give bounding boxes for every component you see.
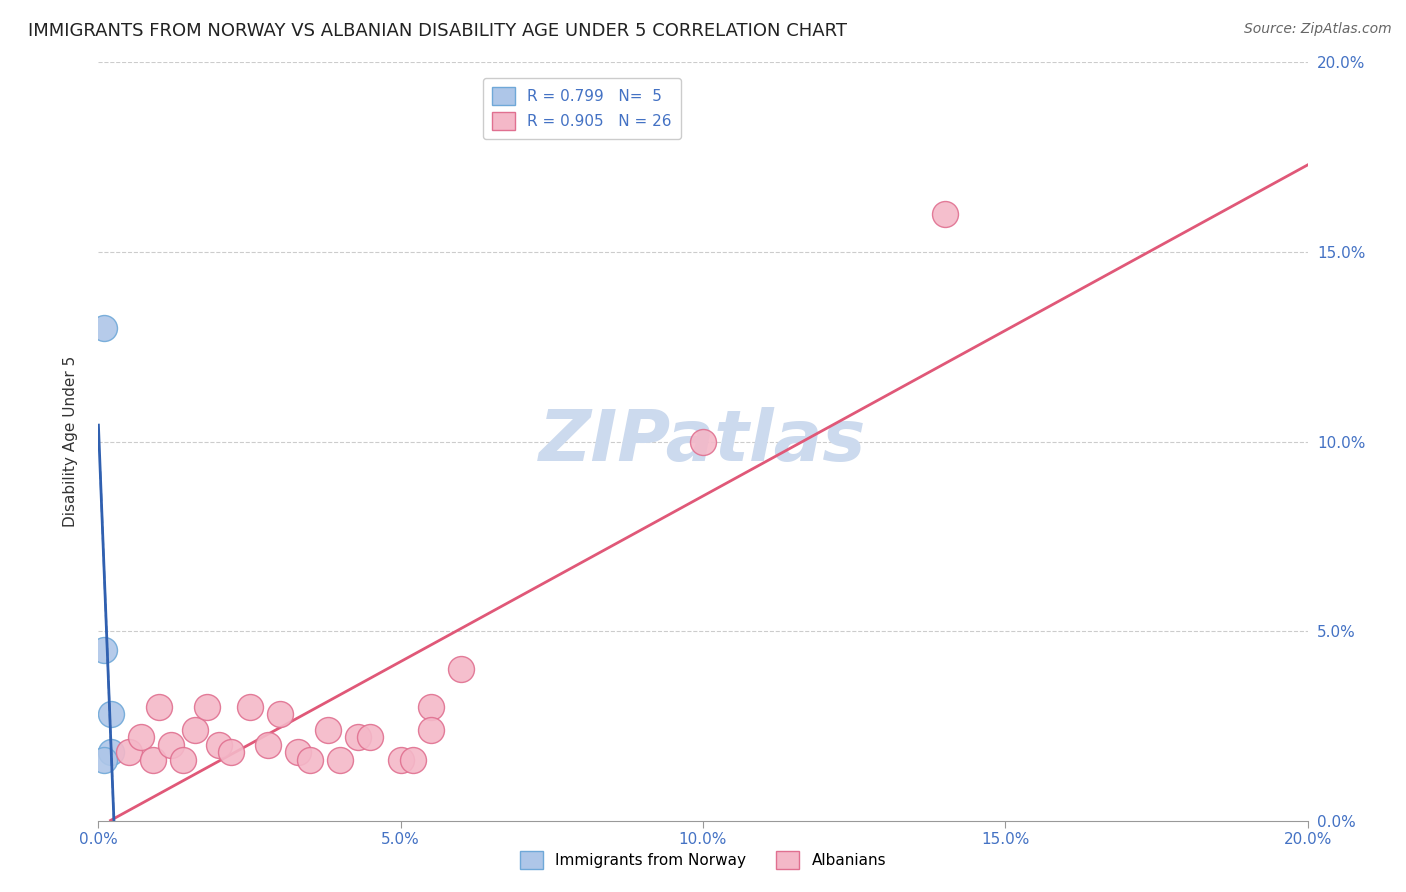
Point bbox=[221, 746, 243, 760]
Point bbox=[93, 643, 115, 657]
Point bbox=[118, 746, 141, 760]
Point bbox=[100, 746, 122, 760]
Text: IMMIGRANTS FROM NORWAY VS ALBANIAN DISABILITY AGE UNDER 5 CORRELATION CHART: IMMIGRANTS FROM NORWAY VS ALBANIAN DISAB… bbox=[28, 22, 848, 40]
Point bbox=[93, 753, 115, 767]
Point bbox=[934, 207, 956, 221]
Point bbox=[129, 730, 152, 744]
Point bbox=[172, 753, 194, 767]
Text: Source: ZipAtlas.com: Source: ZipAtlas.com bbox=[1244, 22, 1392, 37]
Point bbox=[160, 738, 183, 752]
Text: ZIPatlas: ZIPatlas bbox=[540, 407, 866, 476]
Point bbox=[420, 723, 443, 737]
Point bbox=[450, 662, 472, 676]
Point bbox=[316, 723, 339, 737]
Point bbox=[148, 699, 170, 714]
Point bbox=[287, 746, 309, 760]
Point bbox=[360, 730, 382, 744]
Point bbox=[299, 753, 322, 767]
Point bbox=[329, 753, 352, 767]
Legend: R = 0.799   N=  5, R = 0.905   N = 26: R = 0.799 N= 5, R = 0.905 N = 26 bbox=[484, 78, 681, 139]
Point bbox=[692, 434, 714, 449]
Point bbox=[195, 699, 218, 714]
Point bbox=[142, 753, 165, 767]
Point bbox=[93, 320, 115, 334]
Y-axis label: Disability Age Under 5: Disability Age Under 5 bbox=[63, 356, 77, 527]
Point bbox=[100, 707, 122, 722]
Point bbox=[420, 699, 443, 714]
Point bbox=[208, 738, 231, 752]
Point bbox=[269, 707, 291, 722]
Point bbox=[389, 753, 412, 767]
Legend: Immigrants from Norway, Albanians: Immigrants from Norway, Albanians bbox=[513, 845, 893, 875]
Point bbox=[256, 738, 278, 752]
Point bbox=[184, 723, 207, 737]
Point bbox=[347, 730, 370, 744]
Point bbox=[402, 753, 425, 767]
Point bbox=[239, 699, 262, 714]
